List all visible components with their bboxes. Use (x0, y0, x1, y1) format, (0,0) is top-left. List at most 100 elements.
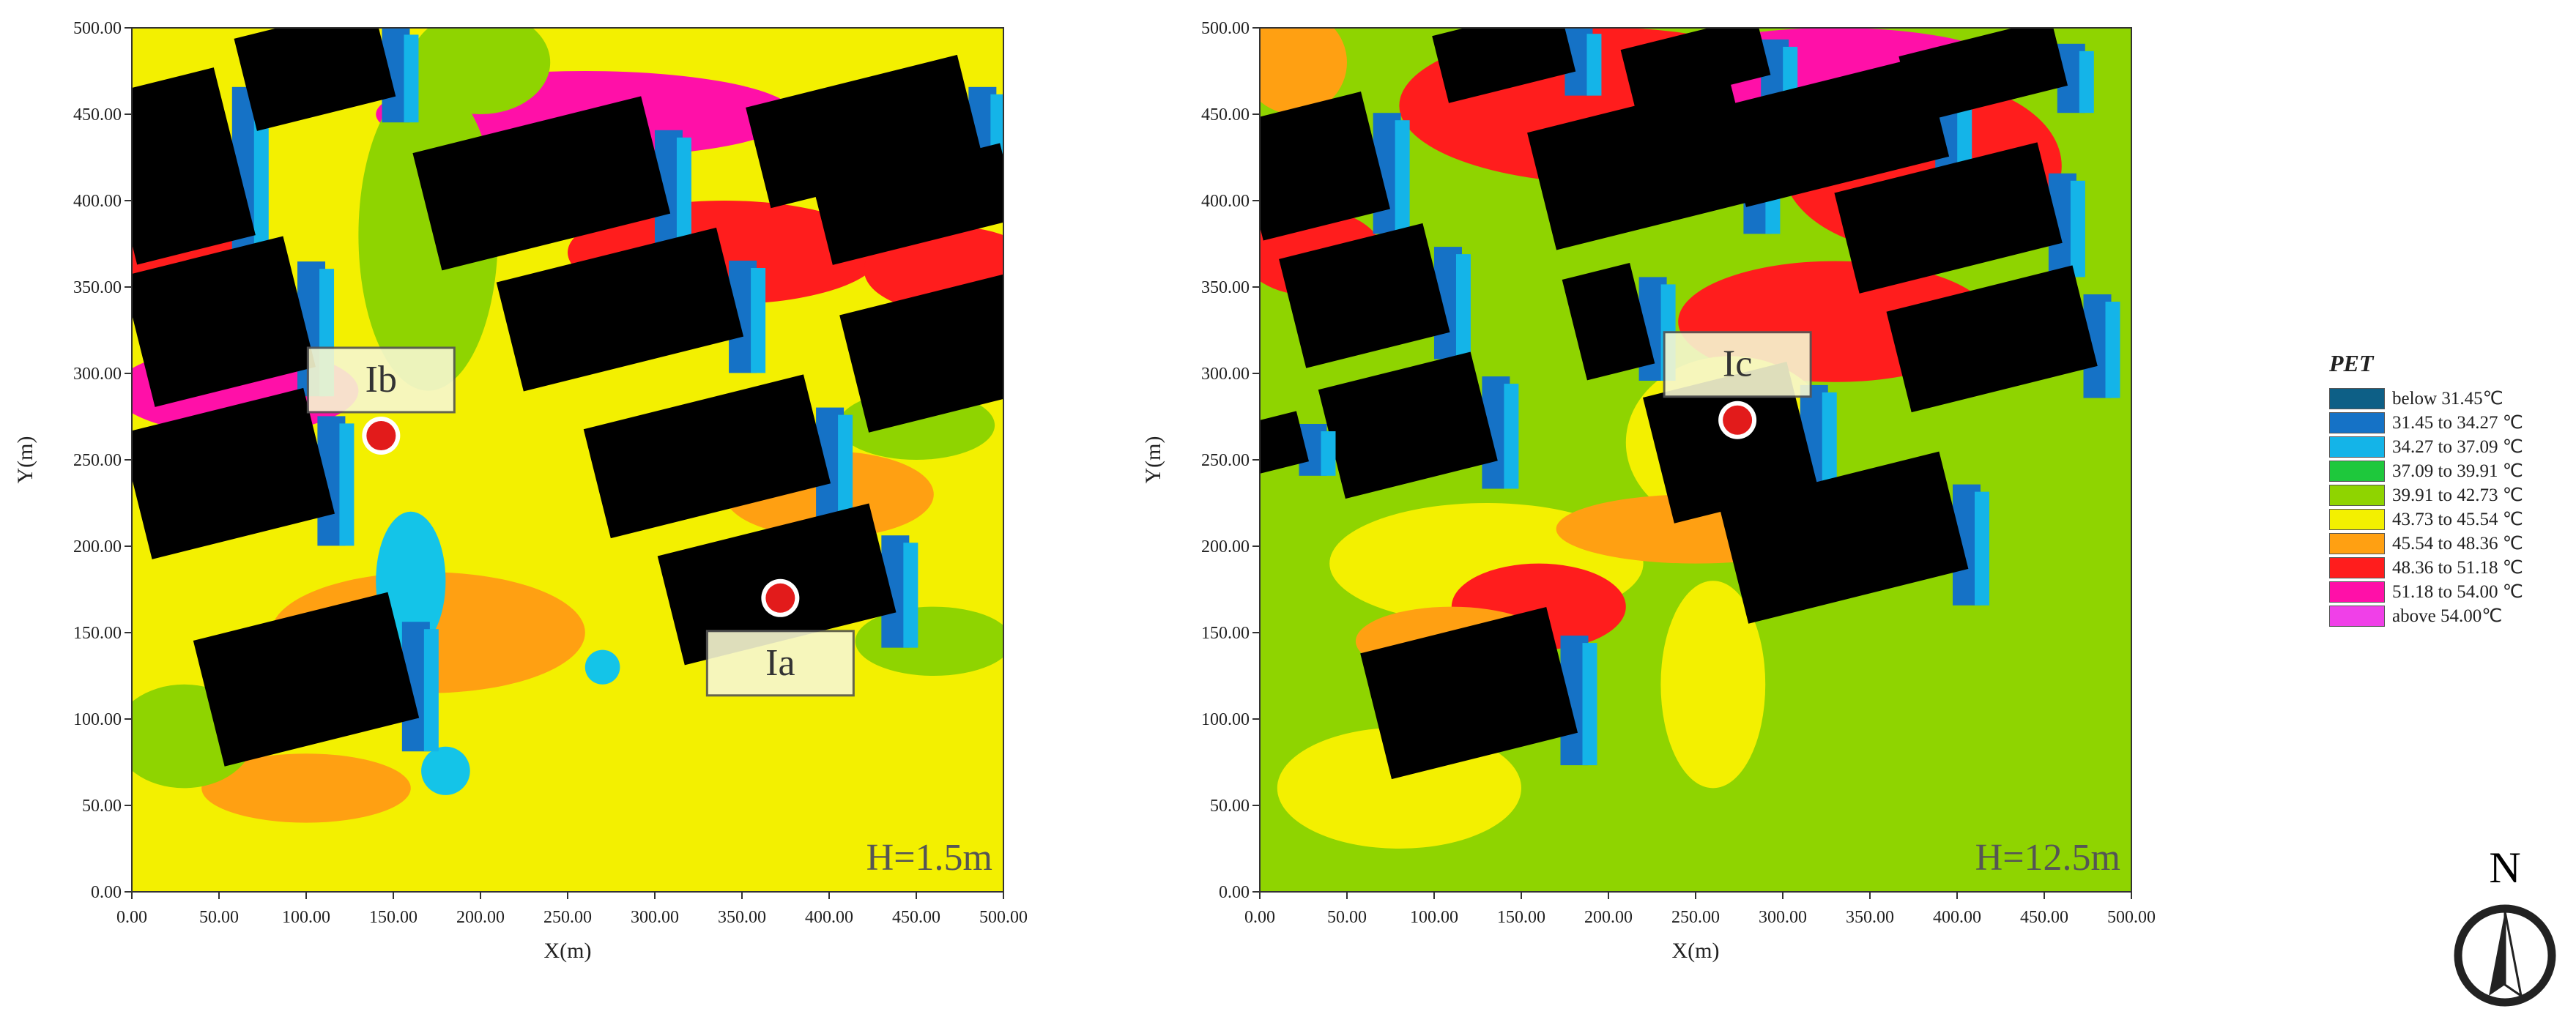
building-shade-light (2070, 180, 2085, 278)
building (1527, 82, 1760, 250)
legend-item: below 31.45℃ (2329, 387, 2571, 409)
x-tick-label: 350.00 (718, 908, 766, 927)
legend-label: 45.54 to 48.36 ℃ (2392, 534, 2523, 554)
building-shade-light (253, 94, 269, 260)
building-shade-light (2105, 302, 2120, 398)
building-shade-light (1586, 34, 1602, 96)
pet-map-h12-5: 0.00 50.00 100.00 150.00 200.00 250.00 300.00 3… (1141, 19, 2156, 963)
pet-zone (1660, 581, 1766, 789)
x-tick-label: 200.00 (1584, 908, 1633, 927)
y-tick-label: 250.00 (73, 451, 122, 470)
building (496, 227, 744, 392)
x-tick-label: 250.00 (1671, 908, 1720, 927)
building-shade-light (1783, 46, 1798, 100)
building (132, 387, 335, 559)
x-tick-label: 400.00 (1933, 908, 1981, 927)
y-tick-label: 300.00 (1201, 365, 1250, 384)
building (1360, 607, 1578, 780)
building (1260, 411, 1310, 474)
x-tick-label: 50.00 (1327, 908, 1367, 927)
legend-swatch (2329, 605, 2385, 627)
y-tick-label: 50.00 (82, 797, 122, 816)
y-tick-label: 0.00 (91, 883, 122, 902)
legend-item: 45.54 to 48.36 ℃ (2329, 532, 2571, 554)
pet-zone (584, 649, 620, 685)
building-shade-light (1395, 120, 1410, 234)
y-tick-label: 400.00 (1201, 192, 1250, 211)
building (1620, 28, 1771, 109)
x-tick-label: 150.00 (369, 908, 417, 927)
building-shade-light (2079, 51, 2094, 113)
building (1279, 223, 1450, 368)
building (412, 96, 671, 271)
y-tick-label: 50.00 (1210, 797, 1250, 816)
y-tick-label: 350.00 (1201, 278, 1250, 297)
building (1898, 28, 2068, 124)
pet-zone (855, 606, 1003, 676)
legend-label: 51.18 to 54.00 ℃ (2392, 582, 2523, 602)
legend-label: 48.36 to 51.18 ℃ (2392, 558, 2523, 578)
building-shade-light (1086, 302, 1101, 415)
legend-label: below 31.45℃ (2392, 389, 2503, 409)
point-label: Ic (1723, 343, 1752, 385)
point-label: Ia (765, 642, 795, 684)
y-tick-label: 100.00 (73, 710, 122, 729)
point-label-box (306, 346, 456, 414)
x-tick-label: 450.00 (892, 908, 940, 927)
compass-needle-right (2503, 911, 2523, 999)
y-axis-label: Y(m) (13, 436, 37, 484)
building-shade-light (1504, 384, 1519, 489)
building-shade-light (838, 414, 853, 520)
pet-legend: PET below 31.45℃ 31.45 to 34.27 ℃ 34.27 to… (2329, 350, 2571, 629)
building (1318, 351, 1498, 499)
legend-label: 34.27 to 37.09 ℃ (2392, 437, 2523, 457)
legend-item: 31.45 to 34.27 ℃ (2329, 411, 2571, 433)
plot-area (132, 28, 1101, 892)
building (1834, 142, 2063, 294)
x-tick-label: 350.00 (1846, 908, 1894, 927)
y-tick-label: 350.00 (73, 278, 122, 297)
legend-label: 31.45 to 34.27 ℃ (2392, 413, 2523, 433)
y-tick-label: 400.00 (73, 192, 122, 211)
pet-zone (1260, 28, 1347, 114)
building (1719, 451, 1969, 624)
point-label-box (705, 630, 855, 697)
legend-swatch (2329, 387, 2385, 409)
building (1721, 56, 1950, 207)
building-shade-light (751, 267, 766, 373)
legend-items: below 31.45℃ 31.45 to 34.27 ℃ 34.27 to 37.… (2329, 387, 2571, 627)
legend-item: above 54.00℃ (2329, 605, 2571, 627)
y-tick-label: 200.00 (1201, 537, 1250, 556)
building-shade-light (1582, 643, 1597, 766)
pet-zone (410, 28, 551, 114)
building (234, 28, 396, 131)
x-tick-label: 300.00 (631, 908, 679, 927)
point-label-box (1663, 331, 1812, 398)
y-tick-label: 450.00 (1201, 105, 1250, 124)
point-marker (366, 420, 396, 450)
building (193, 592, 420, 767)
pet-zone (201, 753, 411, 823)
plot-area (1260, 28, 2131, 892)
x-tick-label: 0.00 (116, 908, 147, 927)
building (583, 374, 831, 539)
x-tick-label: 500.00 (979, 908, 1028, 927)
north-label: N (2489, 846, 2520, 892)
building (1260, 92, 1390, 241)
legend-item: 34.27 to 37.09 ℃ (2329, 436, 2571, 458)
legend-title: PET (2329, 350, 2374, 376)
y-tick-label: 300.00 (73, 365, 122, 384)
legend-swatch (2329, 411, 2385, 433)
legend-swatch (2329, 532, 2385, 554)
point-label: Ib (365, 359, 397, 401)
y-axis-label: Y(m) (1141, 436, 1165, 484)
building-shade-light (404, 34, 419, 123)
y-tick-label: 500.00 (73, 19, 122, 38)
legend-swatch (2329, 436, 2385, 458)
legend-label: 39.91 to 42.73 ℃ (2392, 485, 2523, 505)
y-tick-label: 250.00 (1201, 451, 1250, 470)
building-shade (1008, 173, 1036, 250)
legend-item: 43.73 to 45.54 ℃ (2329, 508, 2571, 530)
legend-swatch (2329, 484, 2385, 506)
legend-item: 37.09 to 39.91 ℃ (2329, 460, 2571, 482)
